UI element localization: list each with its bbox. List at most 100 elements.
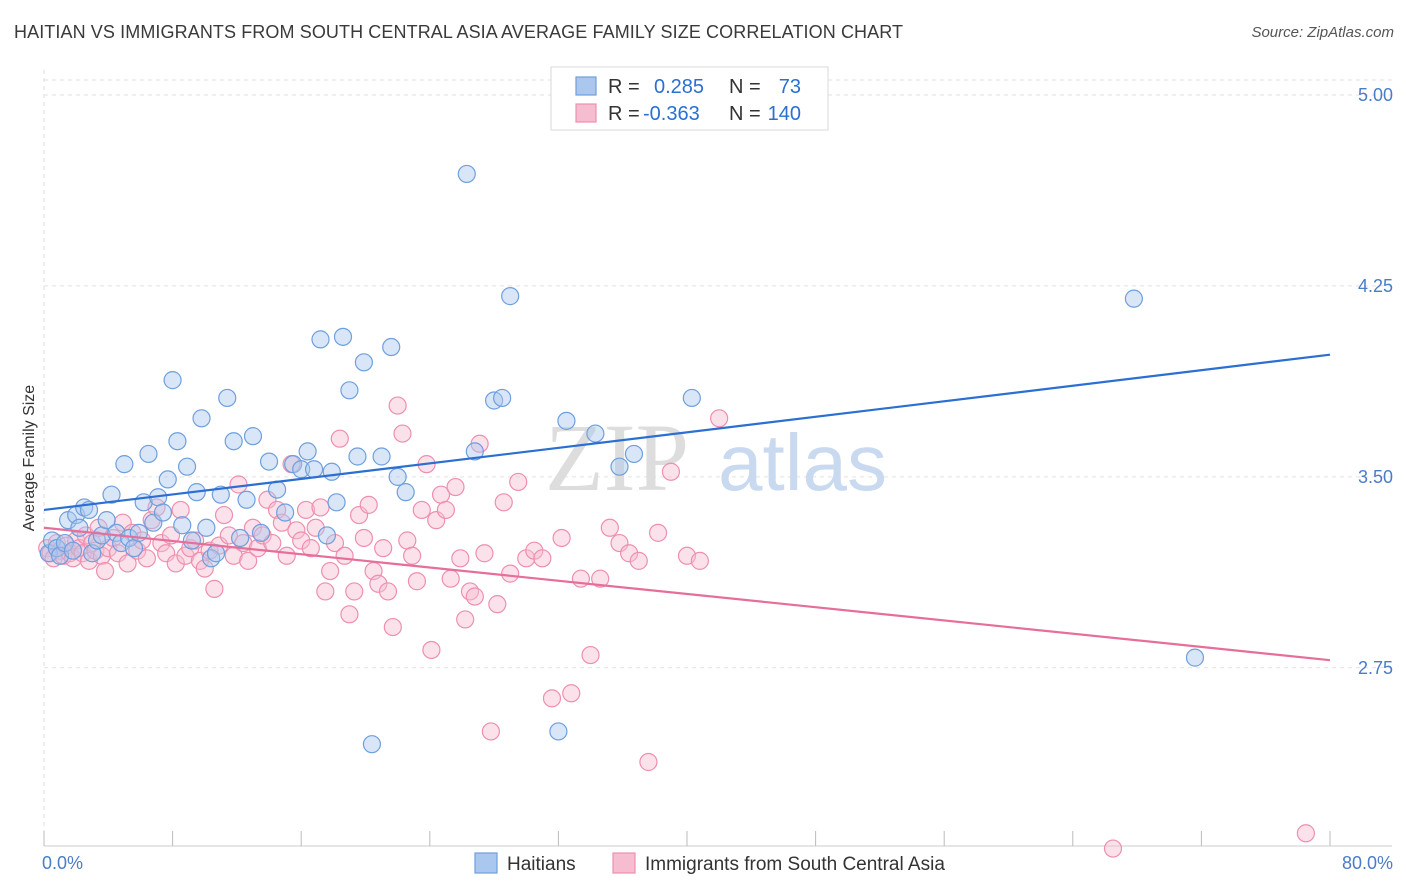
south-central-asia-point-83 xyxy=(407,572,427,591)
south-central-asia-point-77 xyxy=(378,582,398,601)
bottom-legend-swatch-haitians xyxy=(474,852,498,874)
haitians-point-53 xyxy=(317,526,337,545)
south-central-asia-point-92 xyxy=(451,549,470,568)
legend-top: R = 0.285 N = 73 R = -0.363 N = 140 xyxy=(550,66,829,131)
haitians-point-28 xyxy=(163,371,182,390)
haitians-point-38 xyxy=(211,485,230,504)
south-central-asia-point-120 xyxy=(690,551,709,570)
south-central-asia-point-61 xyxy=(301,539,320,558)
haitians-point-58 xyxy=(348,447,367,466)
south-central-asia-point-80 xyxy=(393,424,412,443)
south-central-asia-point-18 xyxy=(95,561,115,581)
south-central-asia-point-86 xyxy=(422,640,441,660)
south-central-asia-point-69 xyxy=(340,605,359,624)
bottom-legend: Haitians Immigrants from South Central A… xyxy=(474,852,945,875)
source-label: Source: ZipAtlas.com xyxy=(1251,24,1394,41)
haitians-point-40 xyxy=(224,432,243,451)
haitians-point-77 xyxy=(1185,648,1205,667)
south-central-asia-point-33 xyxy=(166,554,185,573)
south-central-asia-point-102 xyxy=(509,472,528,492)
haitians-point-46 xyxy=(267,480,287,499)
haitians-point-76 xyxy=(1124,289,1143,308)
haitians-point-27 xyxy=(158,470,177,489)
south-central-asia-point-121 xyxy=(710,409,729,428)
south-central-asia-point-64 xyxy=(316,582,335,601)
haitians-point-12 xyxy=(87,531,107,550)
south-central-asia-point-56 xyxy=(277,546,296,565)
legend-top-n-value-blue: 73 xyxy=(779,76,801,98)
haitians-point-43 xyxy=(243,427,263,446)
south-central-asia-point-118 xyxy=(661,462,681,481)
haitians-point-71 xyxy=(557,411,576,430)
legend-top-n-label-blue: N = xyxy=(729,76,761,98)
haitians-point-23 xyxy=(139,444,158,464)
haitians-point-56 xyxy=(333,327,353,346)
chart-title: HAITIAN VS IMMIGRANTS FROM SOUTH CENTRAL… xyxy=(14,22,904,42)
y-axis-label: Average Family Size xyxy=(21,385,38,532)
haitians-point-44 xyxy=(251,523,271,542)
south-central-asia-point-48 xyxy=(239,551,258,570)
south-central-asia-point-116 xyxy=(639,752,658,772)
south-central-asia-point-107 xyxy=(552,528,571,548)
haitians-point-36 xyxy=(202,549,221,568)
south-central-asia-point-84 xyxy=(412,500,431,520)
legend-top-r-value-blue: 0.285 xyxy=(654,76,704,98)
south-central-asia-point-106 xyxy=(542,689,562,708)
haitians-point-31 xyxy=(177,457,197,476)
south-central-asia-point-117 xyxy=(648,523,668,542)
haitians-point-37 xyxy=(206,544,226,563)
legend-top-swatch-blue xyxy=(575,76,597,96)
legend-top-n-value-pink: 140 xyxy=(768,103,801,125)
south-central-asia-point-73 xyxy=(359,495,378,514)
south-central-asia-point-55 xyxy=(272,513,292,532)
haitians-point-63 xyxy=(388,467,407,486)
south-central-asia-point-111 xyxy=(591,569,610,588)
legend-top-r-label-pink: R = xyxy=(608,103,640,125)
haitians-point-72 xyxy=(586,424,605,443)
haitians-point-74 xyxy=(624,444,644,464)
south-central-asia-point-43 xyxy=(214,505,234,525)
south-central-asia-trend-line xyxy=(43,526,1331,662)
haitians-point-73 xyxy=(610,457,629,476)
bottom-legend-label-haitians: Haitians xyxy=(507,854,576,875)
legend-top-n-label-pink: N = xyxy=(729,103,761,125)
south-central-asia-point-68 xyxy=(335,546,354,565)
south-central-asia-point-78 xyxy=(383,617,402,637)
south-central-asia-point-63 xyxy=(311,498,330,517)
haitians-point-70 xyxy=(549,722,568,741)
south-central-asia-point-44 xyxy=(219,526,238,545)
haitians-point-34 xyxy=(192,409,211,428)
haitians-point-18 xyxy=(115,455,134,474)
south-central-asia-point-122 xyxy=(1103,839,1123,858)
haitians-point-45 xyxy=(259,452,279,471)
legend-top-r-label-blue: R = xyxy=(608,76,640,98)
south-central-asia-point-39 xyxy=(195,559,214,578)
south-central-asia-point-90 xyxy=(441,569,460,588)
watermark-zip: ZIP xyxy=(545,404,689,511)
haitians-point-32 xyxy=(182,531,201,550)
haitians-point-68 xyxy=(493,388,512,408)
south-central-asia-point-81 xyxy=(398,531,417,550)
south-central-asia-point-105 xyxy=(533,549,552,568)
south-central-asia-point-82 xyxy=(403,546,422,565)
haitians-point-65 xyxy=(457,164,476,184)
legend-top-swatch-pink xyxy=(575,103,597,123)
south-central-asia-point-100 xyxy=(494,493,513,512)
south-central-asia-point-27 xyxy=(137,549,156,568)
south-central-asia-point-93 xyxy=(456,610,475,629)
south-central-asia-point-72 xyxy=(354,528,373,548)
south-central-asia-point-110 xyxy=(581,645,600,665)
haitians-point-8 xyxy=(70,518,89,537)
haitians-point-69 xyxy=(501,287,520,306)
haitians-point-51 xyxy=(304,460,324,479)
haitians-point-9 xyxy=(75,498,94,517)
y-tick-label-2: 4.25 xyxy=(1358,276,1393,296)
south-central-asia-point-41 xyxy=(205,579,224,598)
haitians-point-6 xyxy=(63,541,83,560)
haitians-point-62 xyxy=(382,337,401,357)
south-central-asia-point-101 xyxy=(501,564,520,583)
south-central-asia-point-99 xyxy=(488,595,507,614)
south-central-asia-point-75 xyxy=(369,574,388,593)
haitians-point-26 xyxy=(153,503,173,522)
haitians-point-42 xyxy=(237,490,256,509)
